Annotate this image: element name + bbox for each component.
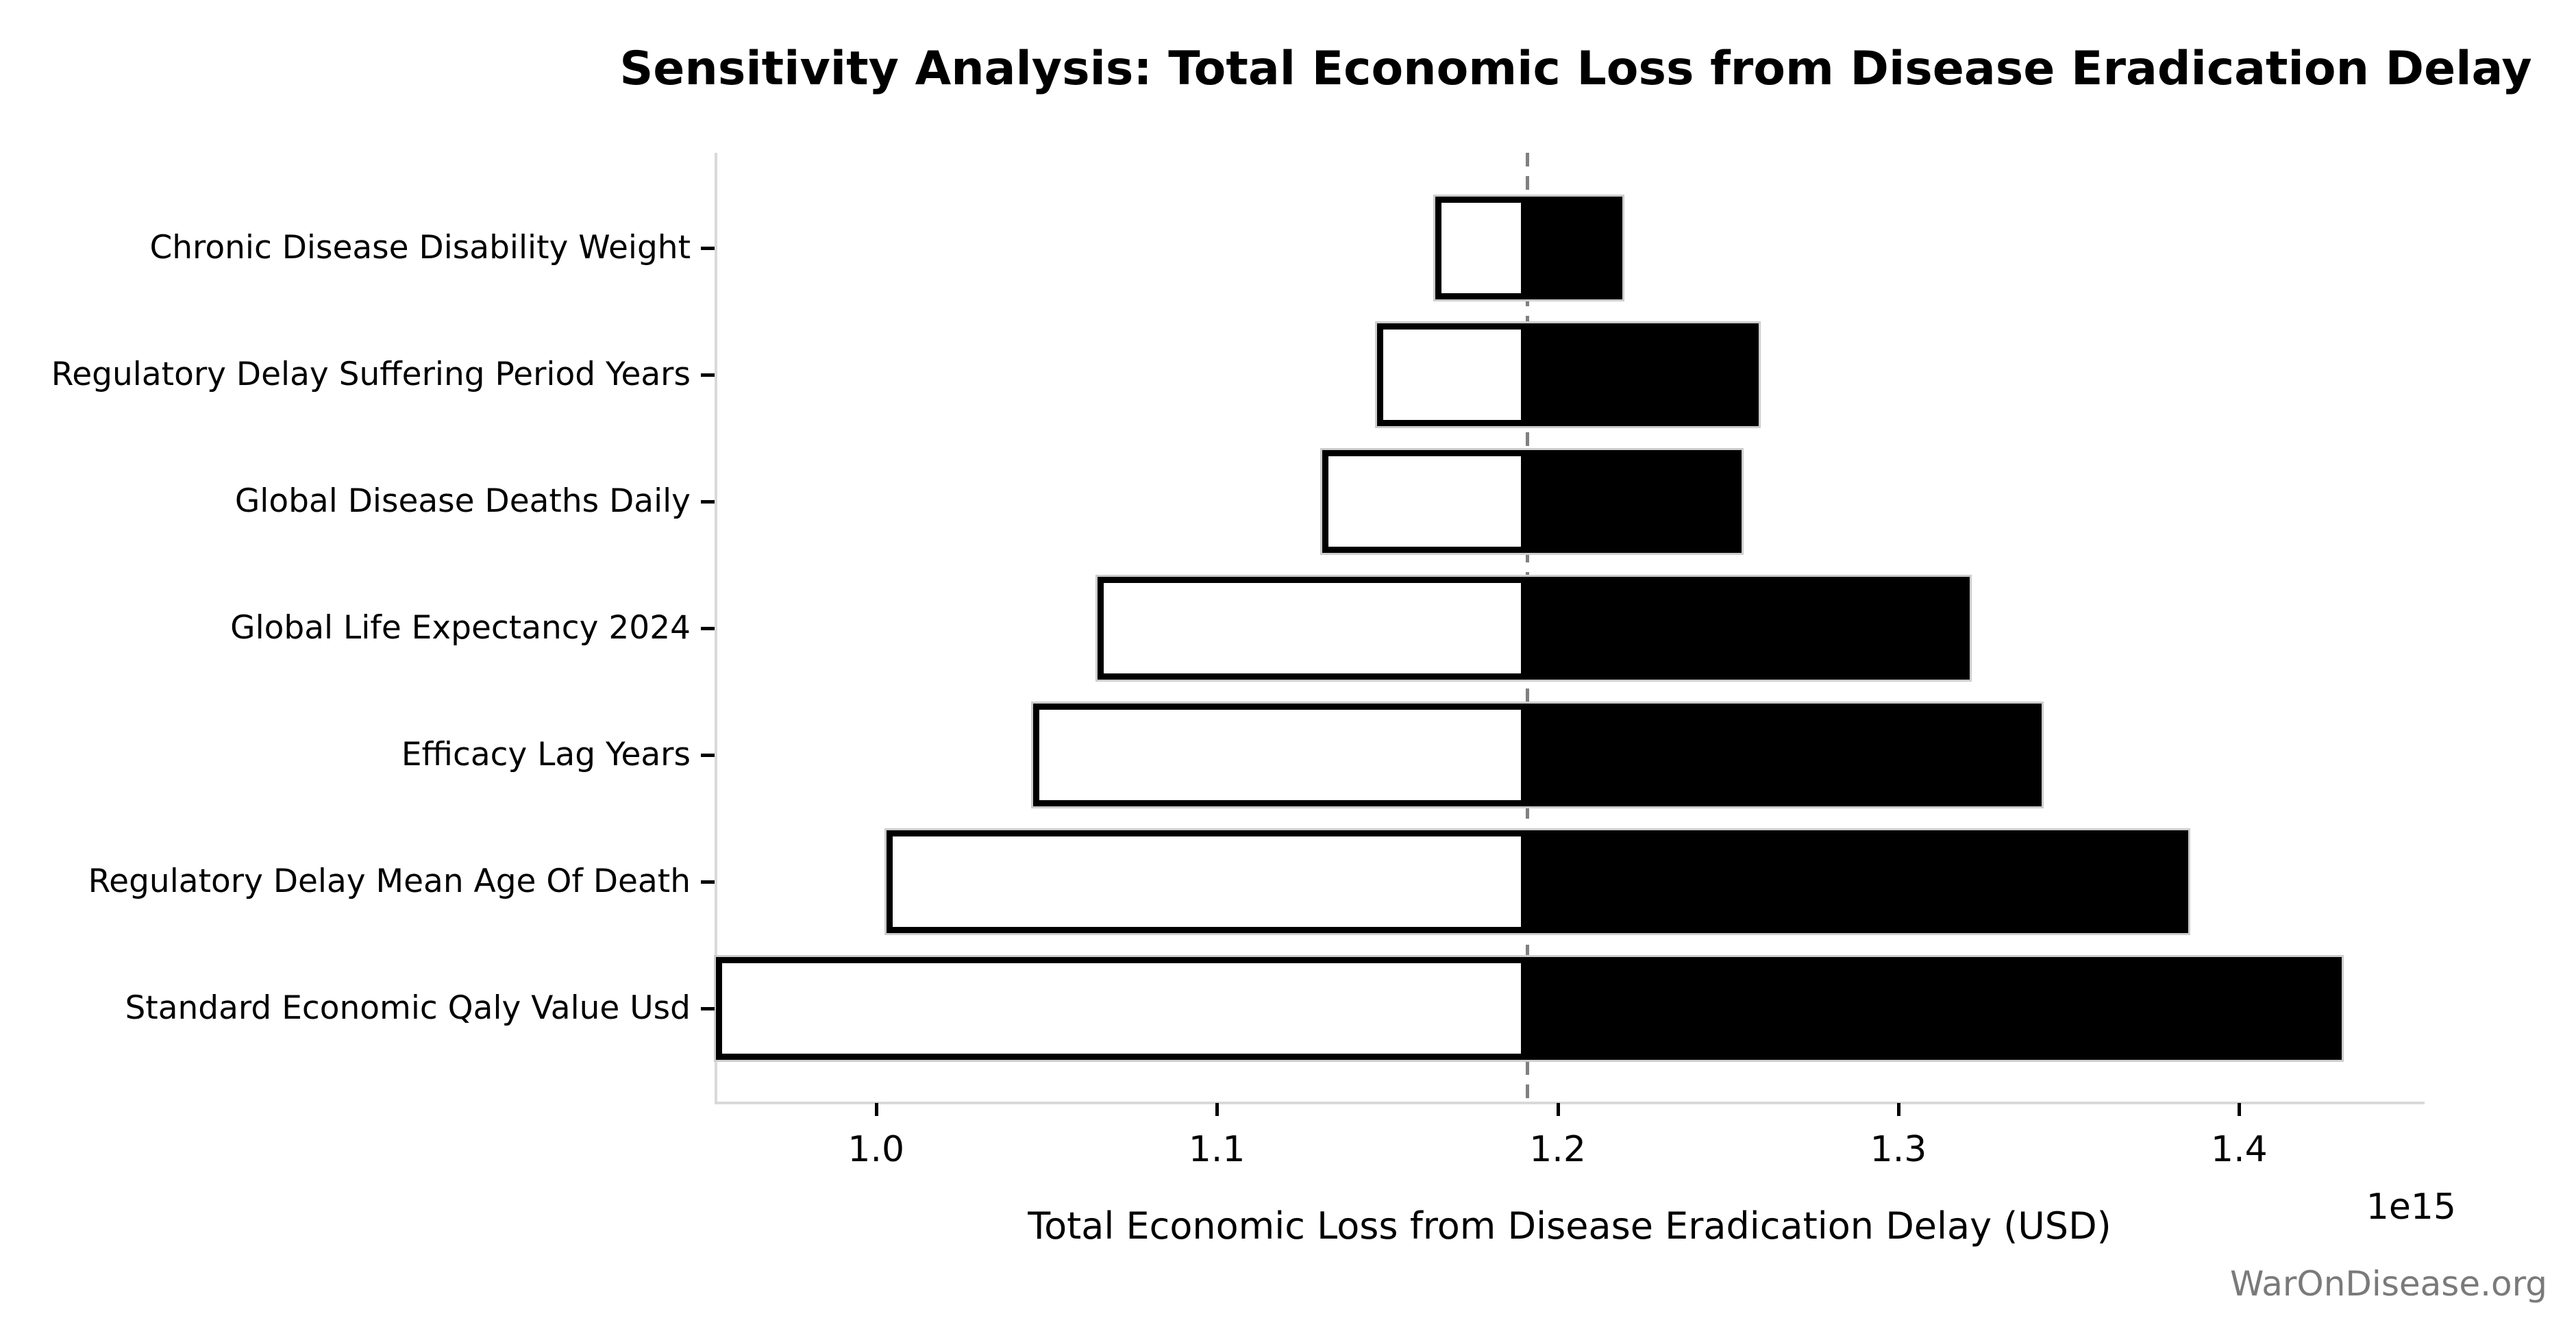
bar-high-segment: [1526, 323, 1759, 426]
x-tick-mark: [1896, 1103, 1900, 1116]
x-tick-label: 1.4: [2211, 1129, 2268, 1170]
tornado-bar: [884, 828, 2190, 935]
bar-high-segment: [1526, 830, 2188, 933]
x-tick-label: 1.0: [847, 1129, 905, 1170]
x-tick-label: 1.3: [1870, 1129, 1927, 1170]
y-tick-mark: [701, 627, 715, 630]
axis-offset-label: 1e15: [2366, 1187, 2456, 1228]
y-tick-label: Regulatory Delay Mean Age Of Death: [88, 863, 691, 900]
x-tick-mark: [2238, 1103, 2242, 1116]
y-tick-mark: [701, 880, 715, 884]
y-tick-label: Global Life Expectancy 2024: [230, 609, 691, 647]
x-tick-mark: [874, 1103, 878, 1116]
bar-low-segment: [1032, 704, 1527, 806]
y-tick-label: Regulatory Delay Suffering Period Years: [51, 356, 691, 393]
y-tick-mark: [701, 373, 715, 377]
watermark: WarOnDisease.org: [2229, 1264, 2547, 1304]
x-axis-spine: [715, 1102, 2425, 1104]
bar-high-segment: [1526, 197, 1623, 299]
tornado-bar: [1095, 575, 1972, 682]
y-tick-mark: [701, 754, 715, 757]
bar-high-segment: [1526, 704, 2042, 806]
bar-low-segment: [886, 830, 1527, 933]
bar-low-segment: [1098, 577, 1527, 680]
x-tick-mark: [1556, 1103, 1560, 1116]
bar-low-segment: [716, 957, 1527, 1060]
y-tick-label: Chronic Disease Disability Weight: [149, 229, 691, 266]
y-tick-mark: [701, 1007, 715, 1010]
tornado-bar: [1320, 448, 1744, 555]
bar-high-segment: [1526, 577, 1970, 680]
y-tick-label: Global Disease Deaths Daily: [234, 482, 691, 520]
y-tick-label: Efficacy Lag Years: [401, 736, 691, 773]
tornado-bar: [714, 955, 2344, 1062]
bar-high-segment: [1526, 957, 2342, 1060]
tornado-bar: [1374, 321, 1761, 428]
bar-high-segment: [1526, 450, 1742, 553]
y-tick-mark: [701, 247, 715, 250]
y-axis-spine: [715, 153, 717, 1103]
chart-title: Sensitivity Analysis: Total Economic Los…: [619, 42, 2532, 96]
bar-low-segment: [1376, 323, 1527, 426]
bar-low-segment: [1322, 450, 1527, 553]
bar-low-segment: [1435, 197, 1527, 299]
x-tick-label: 1.2: [1529, 1129, 1586, 1170]
y-tick-label: Standard Economic Qaly Value Usd: [125, 989, 691, 1027]
x-tick-mark: [1215, 1103, 1219, 1116]
x-axis-title: Total Economic Loss from Disease Eradica…: [1028, 1204, 2111, 1248]
tornado-bar: [1030, 702, 2044, 808]
tornado-bar: [1433, 195, 1625, 301]
y-tick-mark: [701, 500, 715, 504]
x-tick-label: 1.1: [1188, 1129, 1246, 1170]
